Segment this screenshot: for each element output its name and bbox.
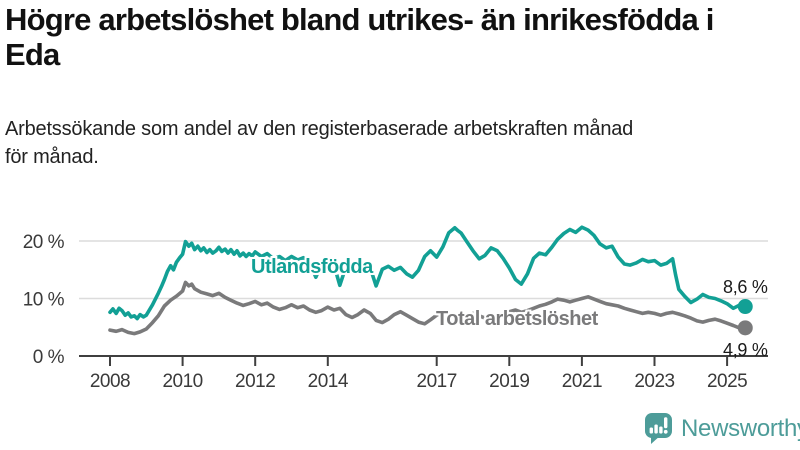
total-end-dot — [737, 320, 753, 336]
x-axis-label-2012: 2012 — [235, 371, 275, 392]
total-line — [108, 280, 748, 336]
series-label-utlandsfodda: Utlandsfödda — [251, 256, 373, 278]
newsworthy-logo-icon — [645, 413, 672, 444]
page-subtitle: Arbetssökande som andel av den registerb… — [5, 118, 634, 169]
page-title: Högre arbetslöshet bland utrikes- än inr… — [5, 2, 714, 73]
x-axis-label-2023: 2023 — [634, 371, 674, 392]
utlandsfodda-end-dot — [737, 299, 753, 315]
end-value-label-utlandsfodda: 8,6 % — [723, 277, 768, 297]
utlandsfodda-line — [108, 225, 748, 321]
newsworthy-logo[interactable]: Newsworthy — [645, 413, 800, 445]
x-axis-label-2008: 2008 — [90, 371, 130, 392]
x-axis-label-2014: 2014 — [308, 371, 349, 392]
x-axis-label-2019: 2019 — [489, 371, 529, 392]
newsworthy-logo-text: Newsworthy — [681, 415, 800, 442]
y-axis-label-10: 10 % — [23, 290, 65, 311]
y-axis-label-20: 20 % — [23, 232, 65, 253]
x-axis-label-2021: 2021 — [562, 371, 602, 392]
x-axis-label-2025: 2025 — [707, 371, 747, 392]
x-axis-label-2010: 2010 — [162, 371, 202, 392]
end-value-label-total: 4,9 % — [723, 340, 768, 360]
x-axis-label-2017: 2017 — [417, 371, 457, 392]
series-label-total: Total arbetslöshet — [436, 308, 598, 330]
y-axis-label-0: 0 % — [33, 347, 65, 368]
